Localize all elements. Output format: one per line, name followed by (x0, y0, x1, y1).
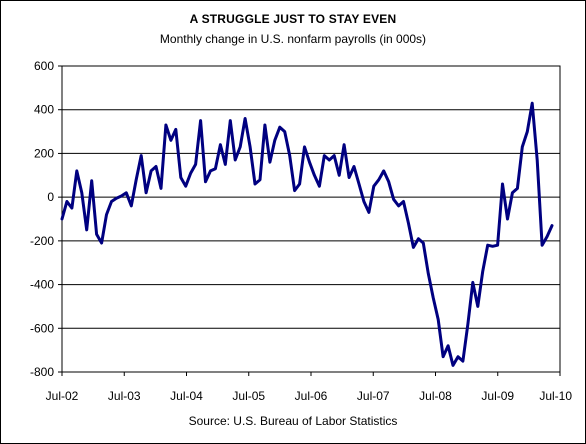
y-tick-label: 400 (34, 103, 54, 117)
y-axis: 600 400 200 0 -200 -400 -600 -800 (30, 59, 62, 379)
y-tick-label: -200 (30, 234, 54, 248)
x-tick-label: Jul-03 (108, 389, 141, 403)
y-tick-label: -600 (30, 321, 54, 335)
x-tick-label: Jul-09 (481, 389, 514, 403)
gridlines (62, 65, 560, 373)
x-tick-label: Jul-08 (419, 389, 452, 403)
y-tick-label: -400 (30, 278, 54, 292)
y-tick-label: 600 (34, 59, 54, 73)
x-tick-label: Jul-04 (170, 389, 203, 403)
plot-area (61, 65, 561, 373)
x-tick-label: Jul-10 (539, 389, 572, 403)
x-tick-label: Jul-02 (46, 389, 79, 403)
x-tick-label: Jul-05 (232, 389, 265, 403)
y-tick-label: 200 (34, 146, 54, 160)
x-tick-label: Jul-06 (295, 389, 328, 403)
y-tick-label: 0 (47, 190, 54, 204)
chart-title: A STRUGGLE JUST TO STAY EVEN (189, 12, 397, 26)
chart-subtitle: Monthly change in U.S. nonfarm payrolls … (159, 32, 427, 46)
x-tick-label: Jul-07 (357, 389, 390, 403)
chart-source: Source: U.S. Bureau of Labor Statistics (188, 414, 398, 428)
x-axis: Jul-02 Jul-03 Jul-04 Jul-05 Jul-06 Jul-07 Jul-… (46, 372, 572, 403)
series-line (60, 101, 554, 367)
y-tick-label: -800 (30, 365, 54, 379)
